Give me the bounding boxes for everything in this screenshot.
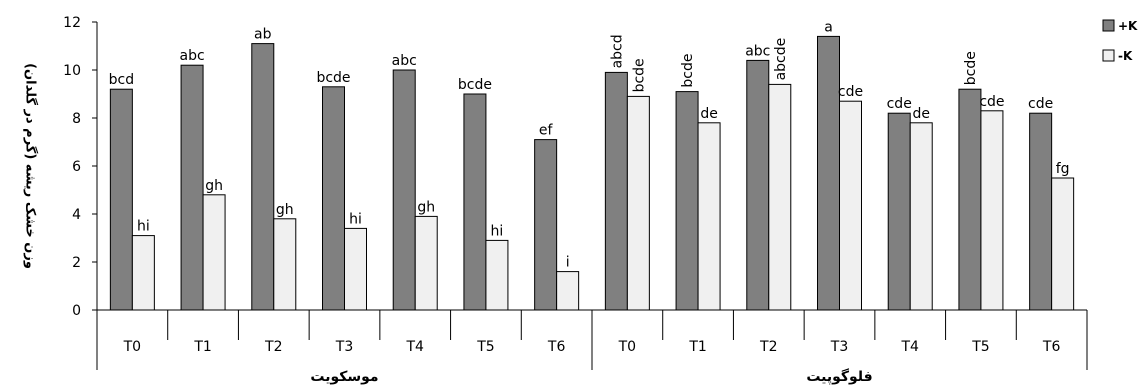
legend-label: +K: [1118, 19, 1138, 33]
category-label: T5: [971, 339, 989, 355]
group-label: موسکویت: [310, 369, 378, 385]
y-tick-label: 2: [72, 255, 81, 271]
data-label: bcde: [631, 58, 647, 92]
bar: [626, 95, 650, 311]
bar: [131, 235, 155, 311]
data-label: bcde: [680, 54, 696, 88]
data-label: gh: [205, 178, 223, 194]
bar: [958, 88, 982, 311]
data-label: fg: [1056, 161, 1070, 177]
bar: [746, 59, 770, 311]
bar: [604, 71, 628, 311]
bar: [697, 122, 721, 311]
bar: [839, 100, 862, 311]
legend: +K -K: [1102, 19, 1138, 63]
bar: [180, 64, 204, 311]
bar: [1029, 112, 1053, 311]
bar: [251, 43, 275, 311]
data-label: hi: [137, 219, 150, 235]
data-label: abc: [392, 53, 417, 69]
bar: [109, 88, 133, 311]
data-label: hi: [349, 211, 362, 227]
data-label: cde: [838, 84, 863, 100]
bar: [817, 35, 840, 311]
data-label: cde: [887, 96, 912, 112]
legend-swatch: [1102, 49, 1115, 62]
data-label: gh: [417, 199, 435, 215]
category-label: T0: [618, 339, 636, 355]
legend-swatch: [1102, 19, 1115, 32]
y-tick-label: 4: [72, 207, 81, 223]
legend-label: -K: [1118, 49, 1133, 63]
category-label: T3: [335, 339, 353, 355]
category-label: T4: [900, 339, 919, 355]
bar: [887, 112, 911, 311]
category-label: T4: [405, 339, 424, 355]
data-label: abc: [745, 43, 770, 59]
y-tick-label: 12: [63, 15, 81, 31]
bar: [1051, 177, 1075, 311]
y-axis-label: وزن خشک ریشه (گرم در گلدان): [23, 63, 39, 269]
bar: [485, 239, 509, 311]
category-label: T5: [476, 339, 494, 355]
data-label: bcde: [316, 70, 350, 86]
category-label: T0: [123, 339, 141, 355]
data-label: ab: [254, 27, 272, 43]
data-label: bcde: [458, 77, 492, 93]
bar: [534, 139, 558, 311]
y-tick-label: 0: [72, 303, 81, 319]
data-label: ef: [539, 123, 554, 139]
data-label: bcde: [963, 51, 979, 85]
bar: [392, 69, 416, 311]
data-label: abc: [179, 48, 204, 64]
bar: [273, 218, 297, 311]
category-label: T6: [547, 339, 566, 355]
data-label: cde: [1028, 96, 1053, 112]
y-axis-title: وزن خشک ریشه (گرم در گلدان): [23, 63, 39, 269]
data-label: a: [824, 19, 833, 35]
data-label: de: [700, 106, 718, 122]
bar: [909, 122, 933, 311]
category-label: T6: [1042, 339, 1061, 355]
data-label: de: [912, 106, 930, 122]
bar: [202, 194, 226, 311]
y-tick-label: 6: [72, 159, 81, 175]
category-label: T1: [688, 339, 706, 355]
data-label: abcd: [609, 34, 625, 68]
y-tick-label: 8: [72, 111, 81, 127]
bar: [463, 93, 487, 311]
bar: [675, 91, 699, 311]
category-label: T2: [264, 339, 282, 355]
bar: [344, 227, 367, 311]
bar: [980, 110, 1004, 311]
category-label: T1: [193, 339, 211, 355]
category-label: T3: [830, 339, 848, 355]
bar: [322, 86, 345, 311]
data-label: abcde: [773, 38, 789, 81]
y-tick-label: 10: [63, 63, 81, 79]
data-label: gh: [276, 202, 294, 218]
group-label: فلوگوپیت: [806, 368, 872, 385]
data-label: hi: [491, 223, 504, 239]
category-label: T2: [759, 339, 777, 355]
bar: [768, 83, 792, 311]
data-label: i: [566, 255, 570, 271]
data-label: bcd: [109, 72, 134, 88]
plot-area: 0 2 4 6 8 10 12 T0 bcd hi T1 abc gh T2 ab gh T3 bcde hi T4 a…: [63, 15, 1088, 385]
data-label: cde: [979, 94, 1004, 110]
bar: [414, 215, 438, 311]
bar: [556, 271, 580, 311]
